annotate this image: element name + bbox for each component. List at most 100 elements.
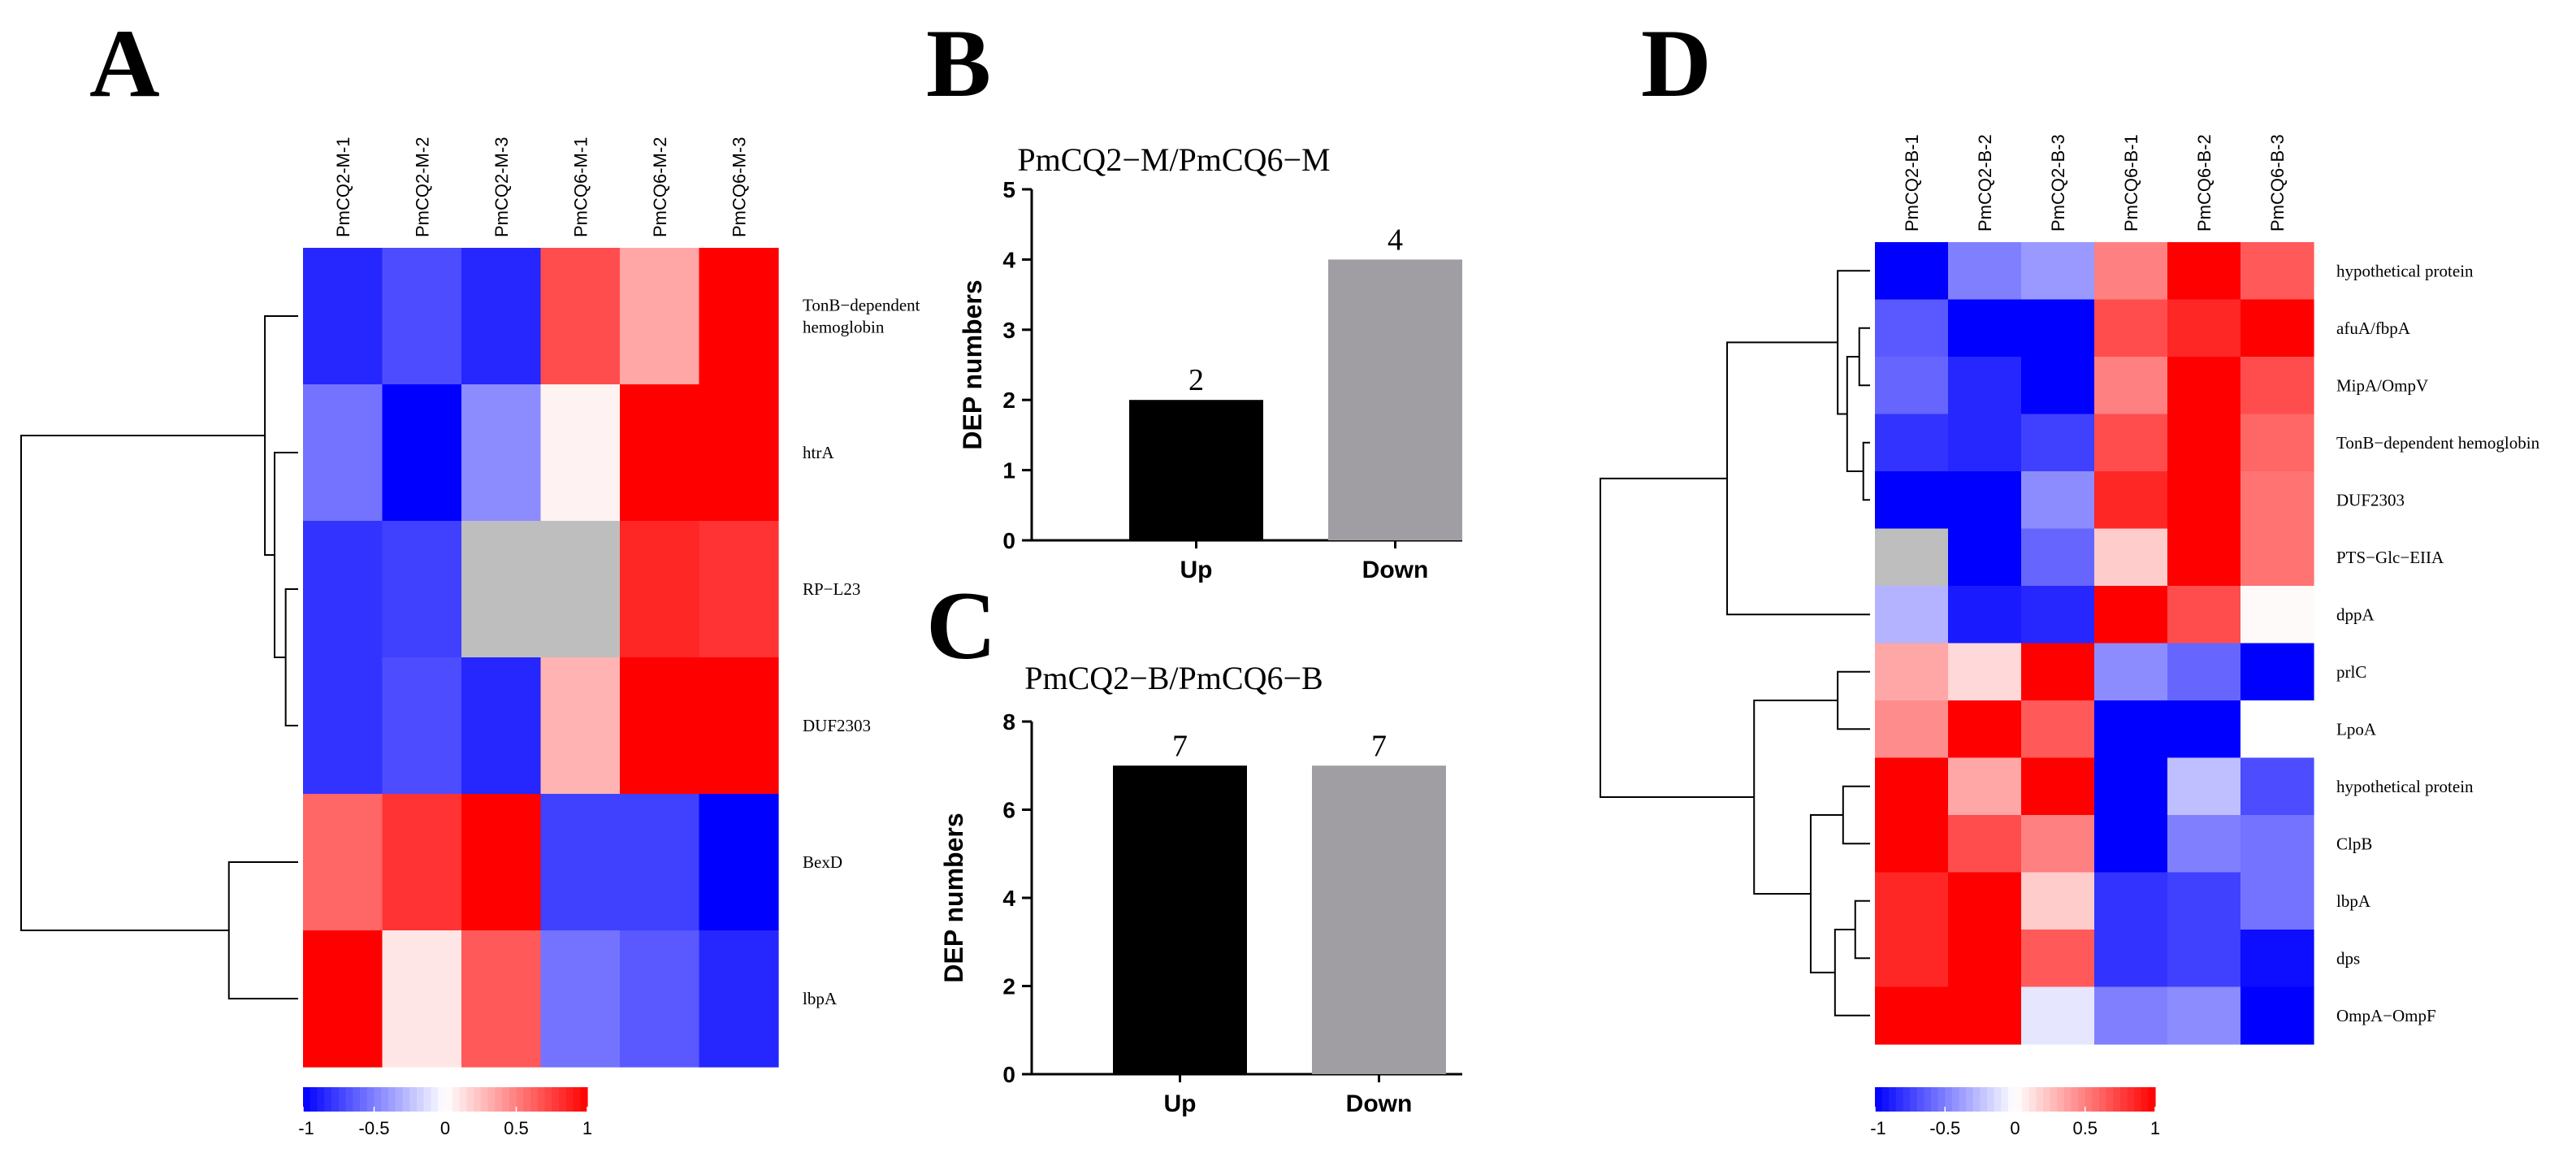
heatmap-cell <box>2021 930 2095 988</box>
legend-swatch <box>1903 1087 1911 1112</box>
legend-swatch <box>1924 1087 1932 1112</box>
y-tick-label: 2 <box>1002 388 1015 413</box>
legend-swatch <box>1910 1087 1918 1112</box>
column-label: PmCQ2-M-1 <box>333 137 353 237</box>
heatmap-cell <box>382 384 462 522</box>
heatmap-cell <box>2021 700 2095 759</box>
y-tick-label: 3 <box>1002 318 1015 343</box>
heatmap-cell <box>1948 757 2022 816</box>
heatmap-cell <box>2021 242 2095 301</box>
heatmap-cell <box>2094 700 2168 759</box>
row-label: RP−L23 <box>803 579 860 599</box>
column-label: PmCQ6-M-2 <box>650 137 670 237</box>
legend-swatch <box>2148 1087 2156 1112</box>
dendrogram-branch <box>1753 700 1838 895</box>
dendrogram-branch <box>264 315 298 556</box>
row-label: DUF2303 <box>803 716 871 735</box>
legend-swatch <box>2022 1087 2030 1112</box>
heatmap-cell <box>1948 471 2022 530</box>
legend-swatch <box>1951 1087 1960 1112</box>
heatmap-cell <box>2240 643 2314 701</box>
heatmap-cell <box>2094 815 2168 873</box>
dendrogram-branch <box>227 861 298 999</box>
legend-swatch <box>2092 1087 2100 1112</box>
row-label: ClpB <box>2336 834 2372 853</box>
column-label: PmCQ2-M-3 <box>491 137 512 237</box>
dendrogram-branch <box>1858 327 1870 387</box>
heatmap-cell <box>382 248 462 385</box>
color-legend: -1 -0.5 0 0.5 1 <box>1870 1087 2160 1138</box>
heatmap-cell <box>620 794 700 931</box>
heatmap-cell <box>1948 643 2022 701</box>
heatmap-cell <box>461 794 542 931</box>
heatmap-cell <box>2167 586 2241 644</box>
heatmap-cell <box>2094 757 2168 816</box>
dendrogram-branch <box>284 588 298 726</box>
heatmap-cell <box>303 657 383 795</box>
heatmap-cell <box>540 794 621 931</box>
dendrogram-branch <box>1809 814 1843 973</box>
legend-swatch <box>509 1087 517 1112</box>
column-label: PmCQ6-M-3 <box>729 137 749 237</box>
row-label: OmpA−OmpF <box>2336 1006 2436 1025</box>
bar-value-label: 7 <box>1371 729 1387 763</box>
legend-tick-label: -1 <box>298 1118 314 1138</box>
heatmap-cell <box>2167 357 2241 415</box>
heatmap-cell <box>699 248 779 385</box>
row-label: lbpA <box>803 989 838 1008</box>
legend-swatch <box>317 1087 325 1112</box>
legend-swatch <box>1875 1087 1883 1112</box>
heatmap-cell <box>2094 242 2168 301</box>
legend-swatch <box>445 1087 453 1112</box>
bar-value-label: 7 <box>1172 729 1188 763</box>
panel-label-B: B <box>926 9 991 117</box>
column-label: PmCQ6-M-1 <box>570 137 591 237</box>
heatmap-cell <box>699 521 779 658</box>
heatmap-cell <box>2094 299 2168 358</box>
column-label: PmCQ6-B-2 <box>2194 134 2214 232</box>
heatmap-cell <box>1875 528 1949 587</box>
legend-tick-label: -1 <box>1870 1118 1886 1138</box>
heatmap-cell <box>303 794 383 931</box>
legend-swatch <box>502 1087 510 1112</box>
legend-swatch <box>1881 1087 1890 1112</box>
heatmap-cell <box>382 657 462 795</box>
heatmap-cell <box>2094 586 2168 644</box>
row-label: hypothetical protein <box>2336 261 2474 280</box>
column-label: PmCQ6-B-1 <box>2121 134 2141 232</box>
legend-swatch <box>1980 1087 1988 1112</box>
legend-swatch <box>474 1087 482 1112</box>
legend-tick-label: -0.5 <box>1929 1118 1960 1138</box>
legend-swatch <box>438 1087 446 1112</box>
legend-swatch <box>2141 1087 2149 1112</box>
legend-swatch <box>1959 1087 1967 1112</box>
legend-swatch <box>1937 1087 1946 1112</box>
legend-swatch <box>565 1087 574 1112</box>
legend-swatch <box>423 1087 432 1112</box>
dendrogram-branch <box>1854 899 1870 960</box>
heatmap-cell <box>2240 299 2314 358</box>
heatmap-cell <box>2240 700 2314 759</box>
heatmap-cell <box>2240 357 2314 415</box>
heatmap-cell <box>2021 414 2095 472</box>
y-tick-label: 1 <box>1002 458 1015 483</box>
legend-tick-label: 1 <box>582 1118 592 1138</box>
heatmap-cell <box>2240 757 2314 816</box>
heatmap-cell <box>1948 242 2022 301</box>
legend-swatch <box>374 1087 382 1112</box>
heatmap-cell <box>2021 872 2095 930</box>
y-tick-label: 4 <box>1002 886 1015 911</box>
heatmap-cell <box>2167 815 2241 873</box>
legend-swatch <box>331 1087 340 1112</box>
legend-tick-label: 1 <box>2150 1118 2160 1138</box>
heatmap-cell <box>461 657 542 795</box>
row-label: TonB−dependent hemoglobin <box>803 296 920 337</box>
heatmap-cell <box>2240 242 2314 301</box>
legend-swatch <box>523 1087 531 1112</box>
legend-swatch <box>388 1087 396 1112</box>
heatmap-cell <box>620 930 700 1068</box>
heatmap-A: A PmCQ2-M-1 PmCQ2-M-2 PmCQ2-M-3 PmCQ6-M-1 PmC… <box>20 9 920 1138</box>
heatmap-cell <box>1875 700 1949 759</box>
legend-swatch <box>1945 1087 1953 1112</box>
heatmap-cell <box>699 794 779 931</box>
